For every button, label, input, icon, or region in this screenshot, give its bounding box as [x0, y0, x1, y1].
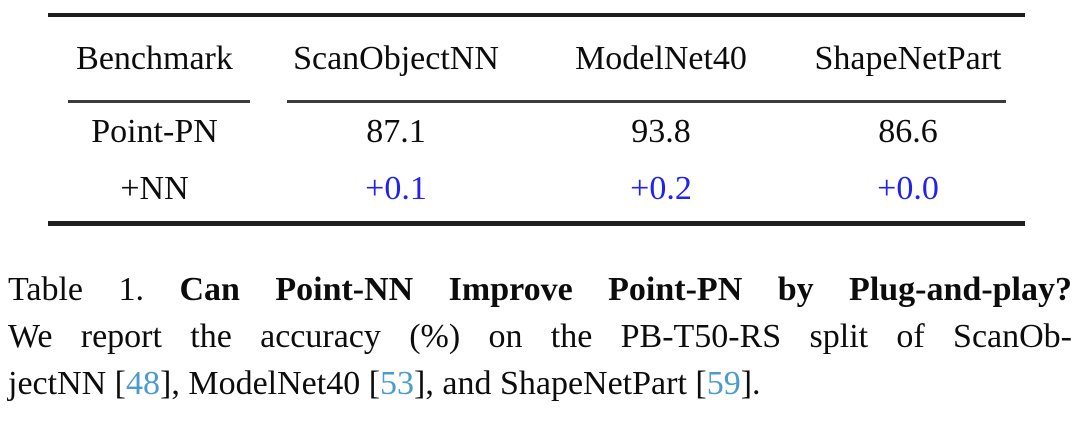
cell-plus-nn-modelnet40: +0.2	[630, 170, 692, 207]
table-toprule	[48, 13, 1025, 17]
caption-line-1: Table 1. Can Point-NN Improve Point-PN b…	[8, 266, 1072, 313]
table-row-plus-nn: +NN +0.1 +0.2 +0.0	[48, 160, 1025, 218]
citation-shapenetpart[interactable]: 59	[706, 365, 741, 402]
table-cmidrules	[48, 100, 1025, 103]
caption-line-3: jectNN [48], ModelNet40 [53], and ShapeN…	[8, 360, 1072, 407]
cell-plus-nn-shapenetpart: +0.0	[877, 170, 939, 207]
caption-text-segment: ].	[740, 365, 761, 402]
cmidrule-benchmark	[68, 100, 250, 103]
citation-scanobjectnn[interactable]: 48	[126, 365, 161, 402]
table-row-point-pn: Point-PN 87.1 93.8 86.6	[48, 103, 1025, 160]
row-label-plus-nn: +NN	[120, 170, 189, 207]
table-header-row: Benchmark ScanObjectNN ModelNet40 ShapeN…	[48, 17, 1025, 100]
cmidrule-datasets	[287, 100, 1006, 103]
citation-modelnet40[interactable]: 53	[380, 365, 415, 402]
column-header-benchmark: Benchmark	[76, 39, 233, 77]
row-label-point-pn: Point-PN	[91, 112, 218, 150]
caption-line-2: We report the accuracy (%) on the PB-T50…	[8, 318, 1072, 355]
caption-label: Table 1.	[8, 271, 144, 308]
table-caption: Table 1. Can Point-NN Improve Point-PN b…	[8, 266, 1072, 407]
caption-text-segment: ], ModelNet40 [	[160, 365, 381, 402]
cell-point-pn-shapenetpart: 86.6	[878, 112, 938, 150]
column-header-modelnet40: ModelNet40	[575, 39, 747, 77]
cell-point-pn-modelnet40: 93.8	[631, 112, 691, 150]
table-bottomrule	[48, 221, 1025, 226]
caption-text-segment: jectNN [	[8, 365, 127, 402]
cell-plus-nn-scanobjectnn: +0.1	[365, 170, 427, 207]
column-header-shapenetpart: ShapeNetPart	[814, 39, 1002, 77]
column-header-scanobjectnn: ScanObjectNN	[293, 39, 499, 77]
results-table: Benchmark ScanObjectNN ModelNet40 ShapeN…	[48, 13, 1025, 226]
cell-point-pn-scanobjectnn: 87.1	[366, 112, 426, 150]
caption-title: Can Point-NN Improve Point-PN by Plug-an…	[179, 271, 1073, 308]
caption-text-segment: ], and ShapeNetPart [	[414, 365, 707, 402]
